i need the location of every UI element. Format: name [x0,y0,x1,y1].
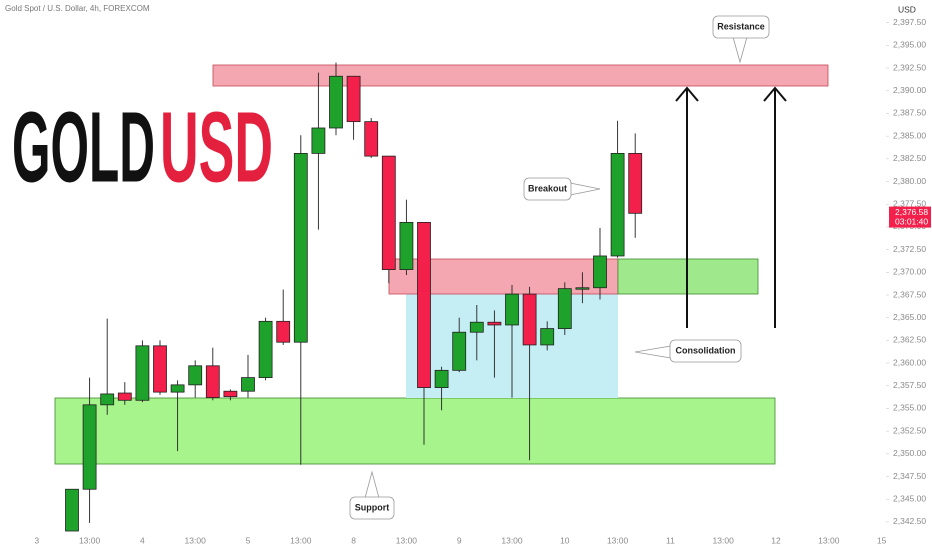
brand-usd: USD [160,91,273,203]
callout-consolidation: Consolidation [634,339,742,363]
x-tick-label: 13:00 [713,535,735,545]
axes: 2,342.50 2,345.00 2,347.50 2,350.00 2,352.50… [34,17,931,545]
x-tick-label: 9 [457,535,462,545]
candle-body [487,321,502,326]
y-tick-label: 2,397.50 [893,17,926,27]
candle-body [452,331,467,371]
x-tick-label: 13:00 [501,535,523,545]
candle-body [153,345,167,393]
y-tick-label: 2,390.00 [893,85,926,95]
y-tick-label: 2,382.50 [893,153,926,163]
y-tick-label: 2,385.00 [893,130,926,140]
candle-body [65,488,79,532]
x-tick-label: 10 [560,535,570,545]
candle-body [82,404,97,490]
candle-body [557,288,572,329]
brand-gold: GOLD [12,91,155,203]
callout-text: Breakout [528,183,567,193]
callout-text: Support [355,502,390,512]
x-tick-label: 4 [140,535,145,545]
y-tick-label: 2,372.50 [893,244,926,254]
x-tick-label: 12 [771,535,781,545]
candle-body [276,320,291,343]
y-tick-label: 2,370.00 [893,267,926,277]
x-tick-label: 11 [666,535,675,545]
arrows [675,86,787,328]
y-tick-label: 2,350.00 [893,448,926,458]
candle-body [205,365,220,398]
x-tick-label: 13:00 [607,535,629,545]
candle-body [575,287,590,290]
x-tick-label: 15 [877,535,887,545]
candle-body [241,377,255,392]
callout-text: Resistance [717,21,765,31]
y-tick-label: 2,355.00 [893,403,926,413]
candle-body [293,152,308,343]
candle-body [188,365,203,386]
y-tick-label: 2,395.00 [893,40,926,50]
y-tick-label: 2,342.50 [893,516,926,526]
y-tick-label: 2,380.00 [893,176,926,186]
candle-body [540,328,555,346]
candle-body [469,321,484,333]
y-tick-label: 2,345.00 [893,493,926,503]
y-tick-label: 2,352.50 [893,425,926,435]
x-tick-label: 13:00 [290,535,312,545]
callout-support: Support [349,470,395,520]
candle-body [505,293,519,326]
y-tick-label: 2,360.00 [893,357,926,367]
x-tick-label: 13:00 [79,535,101,545]
x-tick-label: 8 [351,535,356,545]
x-tick-label: 5 [246,535,251,545]
y-tick-label: 2,377.50 [893,198,926,208]
chart-title: Gold Spot / U.S. Dollar, 4h, FOREXCOM [5,4,150,13]
candle-body [417,221,431,388]
y-tick-label: 2,357.50 [893,380,926,390]
currency: USD [898,4,916,14]
support-zone [54,397,776,465]
countdown: 03:01:40 [895,216,928,226]
last-price-tag [889,206,931,228]
candle-body [135,345,150,401]
candle-body [610,152,625,257]
candle-body [522,293,537,346]
candle-body [399,221,414,270]
candle-body [258,320,273,379]
candle-body [170,384,185,393]
candle-body [329,75,343,129]
candle-body [593,255,607,289]
candle-body [100,393,115,406]
x-tick-label: 13:00 [185,535,207,545]
candles [65,62,643,532]
candle-body [381,155,396,270]
candle-body [628,152,643,214]
y-tick-label: 2,387.50 [893,108,926,118]
candle-body [223,390,238,398]
last-price-label: 2,376.58 [895,207,928,217]
candle-body [434,369,449,388]
y-tick-label: 2,365.00 [893,312,926,322]
y-tick-label: 2,392.50 [893,62,926,72]
candle-body [117,392,132,401]
x-tick-label: 13:00 [818,535,840,545]
callout-text: Consolidation [676,345,736,355]
callout-resistance: Resistance [712,15,770,64]
candle-body [364,121,379,157]
x-tick-label: 3 [34,535,39,545]
y-tick-label: 2,362.50 [893,335,926,345]
candle-body [346,75,361,123]
resistance-zone [212,64,829,87]
x-tick-label: 13:00 [396,535,418,545]
callout-breakout: Breakout [523,177,601,201]
y-tick-label: 2,347.50 [893,471,926,481]
candle-body [311,127,326,154]
y-tick-label: 2,367.50 [893,289,926,299]
